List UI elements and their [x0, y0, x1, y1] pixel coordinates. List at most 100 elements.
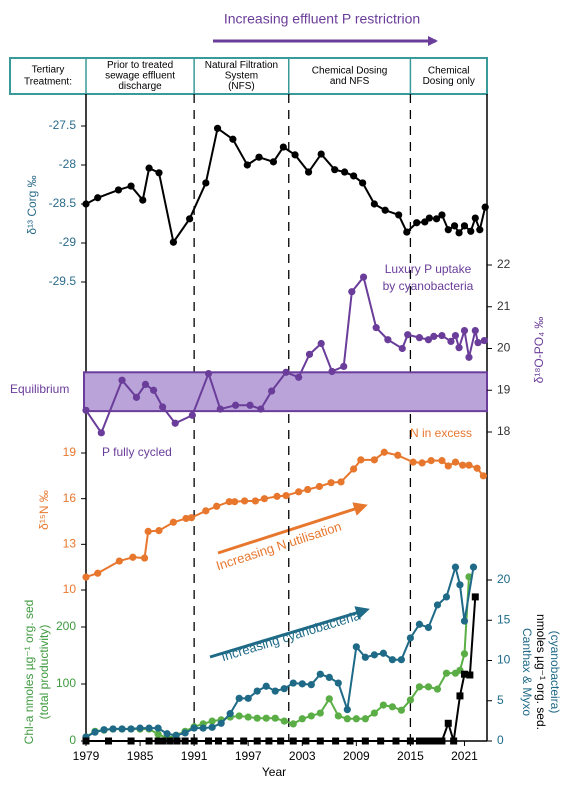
data-point — [132, 393, 141, 401]
data-point — [317, 150, 325, 158]
data-point — [169, 238, 178, 246]
data-point — [282, 492, 290, 500]
data-point — [280, 717, 288, 725]
y-tick-label: 10 — [497, 653, 511, 667]
y-tick-label: 200 — [56, 619, 76, 633]
data-point — [181, 737, 189, 745]
data-point — [433, 737, 441, 745]
treatment-period: Prior to treated — [107, 60, 173, 71]
data-point — [253, 737, 261, 745]
data-point — [82, 737, 90, 745]
y-tick-label: 0 — [69, 733, 76, 747]
data-point — [415, 737, 423, 745]
treatment-period: sewage effluent — [105, 71, 175, 82]
trend-arrow — [209, 606, 370, 659]
data-point — [114, 186, 123, 194]
data-point — [438, 211, 446, 219]
data-point — [97, 429, 105, 437]
treatment-period: Natural Filtration — [205, 60, 278, 71]
data-point — [334, 712, 342, 720]
data-point — [394, 451, 402, 459]
data-point — [305, 350, 314, 358]
data-point — [136, 724, 144, 732]
data-point — [343, 715, 351, 723]
data-point — [379, 649, 387, 657]
data-point — [328, 367, 336, 376]
data-point — [424, 737, 432, 745]
data-point — [379, 701, 387, 709]
data-point — [82, 573, 90, 581]
data-point — [155, 527, 163, 535]
data-point — [199, 724, 207, 732]
data-point — [226, 737, 234, 745]
data-point — [392, 737, 400, 745]
treatment-label: Treatment: — [24, 77, 72, 88]
y-axis-title: δ¹⁵N ‰ — [37, 490, 51, 530]
data-point — [304, 168, 313, 176]
data-point — [188, 411, 196, 419]
data-point — [204, 369, 213, 378]
data-point — [253, 714, 261, 722]
data-point — [181, 729, 189, 737]
data-point — [424, 683, 433, 691]
data-point — [225, 498, 233, 506]
data-point — [450, 737, 458, 745]
data-point — [340, 362, 348, 371]
data-point — [173, 737, 181, 745]
treatment-period: Dosing only — [423, 76, 475, 87]
data-point — [255, 153, 263, 161]
data-point — [217, 719, 225, 727]
y-tick-label: 15 — [497, 612, 511, 626]
data-point — [471, 326, 479, 335]
data-point — [388, 703, 396, 711]
data-point — [271, 687, 279, 695]
data-point — [253, 687, 261, 695]
data-point — [469, 563, 478, 571]
data-point — [327, 479, 335, 487]
data-point — [182, 514, 190, 523]
data-point — [409, 458, 417, 466]
y2-axis-title: Canthax & Myxo — [520, 628, 534, 716]
data-point — [334, 679, 342, 687]
data-point — [447, 337, 455, 346]
y-tick-label: 20 — [497, 572, 511, 586]
y-tick-label: 22 — [497, 257, 511, 271]
data-point — [155, 169, 163, 177]
data-point — [433, 685, 442, 693]
annotation: N in excess — [410, 426, 472, 440]
data-point — [460, 650, 469, 658]
data-point — [471, 593, 479, 601]
data-point — [118, 725, 126, 733]
data-point — [352, 643, 360, 651]
data-point — [352, 715, 360, 723]
data-point — [429, 737, 437, 745]
data-point — [481, 203, 489, 211]
y-tick-label: -28.5 — [49, 196, 77, 210]
data-point — [451, 331, 460, 340]
data-point — [413, 219, 421, 227]
data-point — [295, 488, 303, 496]
series-line — [85, 576, 470, 740]
trend-arrow — [217, 502, 368, 555]
x-tick-label: 1997 — [235, 749, 262, 763]
data-point — [246, 401, 254, 409]
data-point — [307, 681, 315, 689]
data-point — [115, 557, 123, 565]
data-point — [226, 710, 234, 718]
data-point — [415, 334, 424, 342]
x-tick-label: 1979 — [73, 749, 100, 763]
x-tick-label: 1985 — [127, 749, 154, 763]
x-axis-title: Year — [262, 765, 286, 779]
data-point — [316, 709, 324, 717]
y-axis-title: (total productivity) — [37, 625, 51, 720]
data-point — [427, 457, 435, 465]
data-point — [269, 158, 278, 166]
data-point — [455, 229, 463, 237]
y2-axis-title: (cyanobacteira) — [548, 631, 562, 714]
data-point — [460, 326, 469, 335]
data-point — [357, 456, 365, 464]
data-point — [243, 161, 251, 169]
data-point — [91, 728, 99, 736]
data-point — [442, 669, 451, 677]
